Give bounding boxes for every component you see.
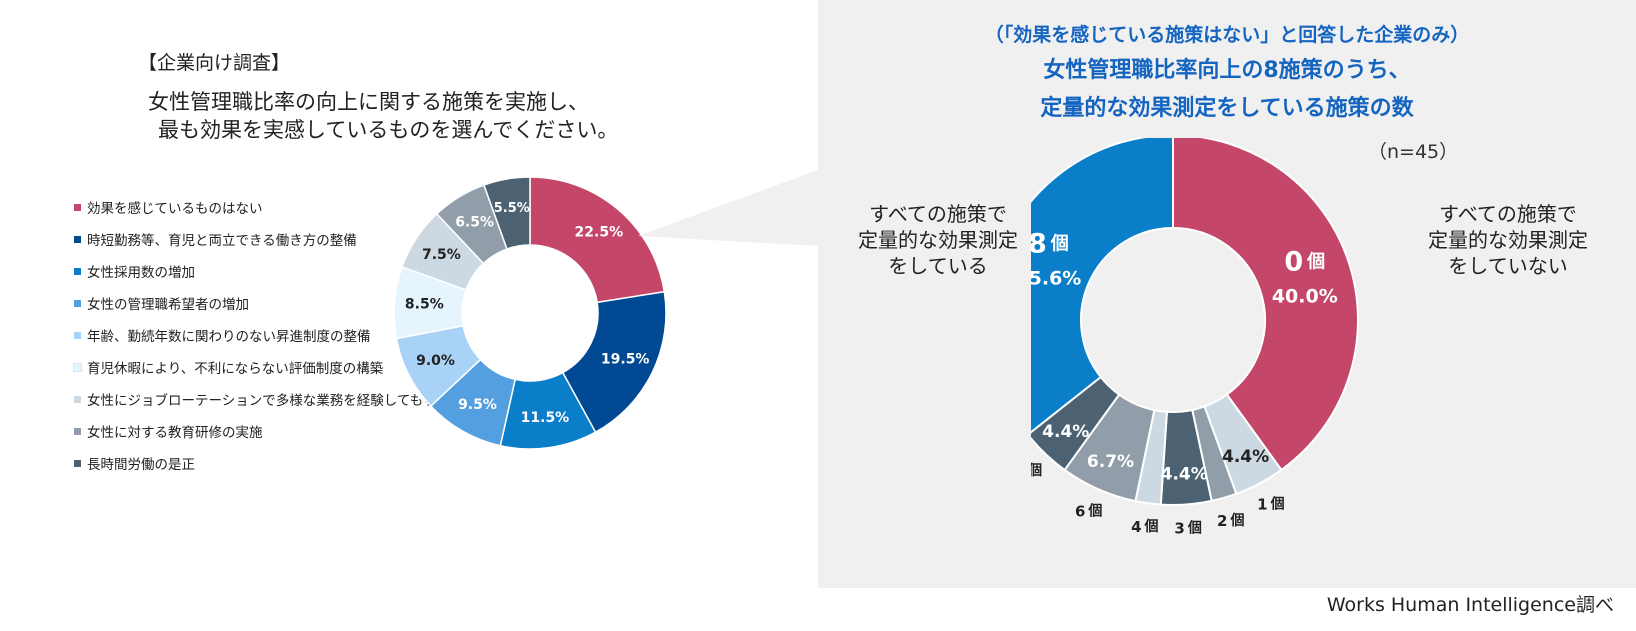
legend-label: 女性に対する教育研修の実施 [87,425,263,441]
survey-tag: 【企業向け調査】 [138,52,291,74]
right-chart-subtitle: （「効果を感じている施策はない」と回答した企業のみ） [984,24,1470,46]
label-line: すべての施策で [869,202,1007,226]
legend-label: 育児休暇により、不利にならない評価制度の構築 [87,361,384,377]
slice-label: 4.4% [1042,422,1089,442]
slice-label: 22.5% [575,224,624,240]
left-donut-chart: 22.5% 19.5% 11.5% 9.5% 9.0% 8.5% 7.5% 6.5%5.5% [395,176,667,450]
right-chart-title-line: 女性管理職比率向上の8施策のうち、 [1043,58,1411,83]
slice-label: 6.7% [1087,452,1134,472]
legend-item: 女性採用数の増加 [74,255,450,287]
legend-item: 女性にジョブローテーションで多様な業務を経験してもらう [74,383,450,415]
legend-swatch [73,362,82,372]
legend-item: 効果を感じているものはない [74,191,450,223]
label-none-measured: すべての施策で 定量的な効果測定 をしていない [1408,201,1608,279]
legend-item: 育児休暇により、不利にならない評価制度の構築 [73,351,450,383]
donut-slice [529,176,666,304]
legend-item: 時短勤務等、育児と両立できる働き方の整備 [74,223,450,255]
slice-label: 40.0% [1272,285,1338,307]
right-donut-chart: 0個 40.0% 8個 35.6% 4.4% 1個 2個 4.4% 3個 4個 6.7% 6個 4.4%… [1031,138,1359,537]
question-line: 女性管理職比率の向上に関する施策を実施し、 [148,90,589,114]
donut-slice [561,290,667,434]
donut-slice [1031,138,1174,434]
legend-label: 女性採用数の増加 [87,265,195,281]
slice-label: 9.0% [416,353,455,369]
label-line: 定量的な効果測定 [1428,228,1588,252]
legend-swatch [74,459,81,467]
legend-label: 女性にジョブローテーションで多様な業務を経験してもらう [87,393,451,409]
label-line: をしている [888,254,988,278]
slice-label: 7.5% [422,247,461,263]
legend-swatch [74,331,81,339]
legend-item: 女性に対する教育研修の実施 [74,415,450,447]
legend-item: 女性の管理職希望者の増加 [74,287,450,319]
legend-label: 長時間労働の是正 [87,457,195,473]
slice-label: 35.6% [1031,268,1081,290]
slice-label: 6.5% [455,215,494,231]
legend-item: 年齢、勤続年数に関わりのない昇進制度の整備 [74,319,450,351]
donut-slice [1172,138,1359,472]
legend-label: 効果を感じているものはない [87,201,263,217]
slice-label: 4.4% [1222,447,1269,467]
slice-label: 9.5% [458,397,497,413]
legend-swatch [74,299,81,307]
right-chart-title: （「効果を感じている施策はない」と回答した企業のみ） 女性管理職比率向上の8施策… [818,18,1636,128]
slice-label: 19.5% [601,352,650,368]
question-line: 最も効果を実感しているものを選んでください。 [158,118,619,142]
legend-label: 女性の管理職希望者の増加 [87,297,249,313]
source-credit: Works Human Intelligence調べ [1326,594,1614,616]
slice-count-label: 7個 [1031,462,1042,480]
legend-item: 長時間労働の是正 [74,447,450,479]
survey-question: 女性管理職比率の向上に関する施策を実施し、 最も効果を実感しているものを選んでく… [148,88,708,144]
legend-swatch [74,427,81,435]
slice-label: 11.5% [521,410,570,426]
donut-slice [482,176,531,250]
slice-label: 4.4% [1161,465,1208,485]
slice-label: 8.5% [405,297,444,313]
legend-swatch [74,203,81,211]
legend-swatch [74,267,81,275]
legend-swatch [74,395,81,403]
left-panel: 【企業向け調査】 女性管理職比率の向上に関する施策を実施し、 最も効果を実感して… [0,0,815,631]
sample-size: （n=45） [1368,141,1459,163]
label-all-measured: すべての施策で 定量的な効果測定 をしている [838,201,1038,279]
label-line: 定量的な効果測定 [858,228,1018,252]
label-line: をしていない [1448,254,1568,278]
slice-label: 5.5% [494,201,530,216]
right-chart-title-line: 定量的な効果測定をしている施策の数 [1040,96,1414,121]
legend: 効果を感じているものはない時短勤務等、育児と両立できる働き方の整備 女性採用数の増… [73,191,450,479]
label-line: すべての施策で [1439,202,1577,226]
legend-label: 時短勤務等、育児と両立できる働き方の整備 [87,233,357,249]
legend-label: 年齢、勤続年数に関わりのない昇進制度の整備 [87,329,371,345]
legend-swatch [74,235,81,243]
